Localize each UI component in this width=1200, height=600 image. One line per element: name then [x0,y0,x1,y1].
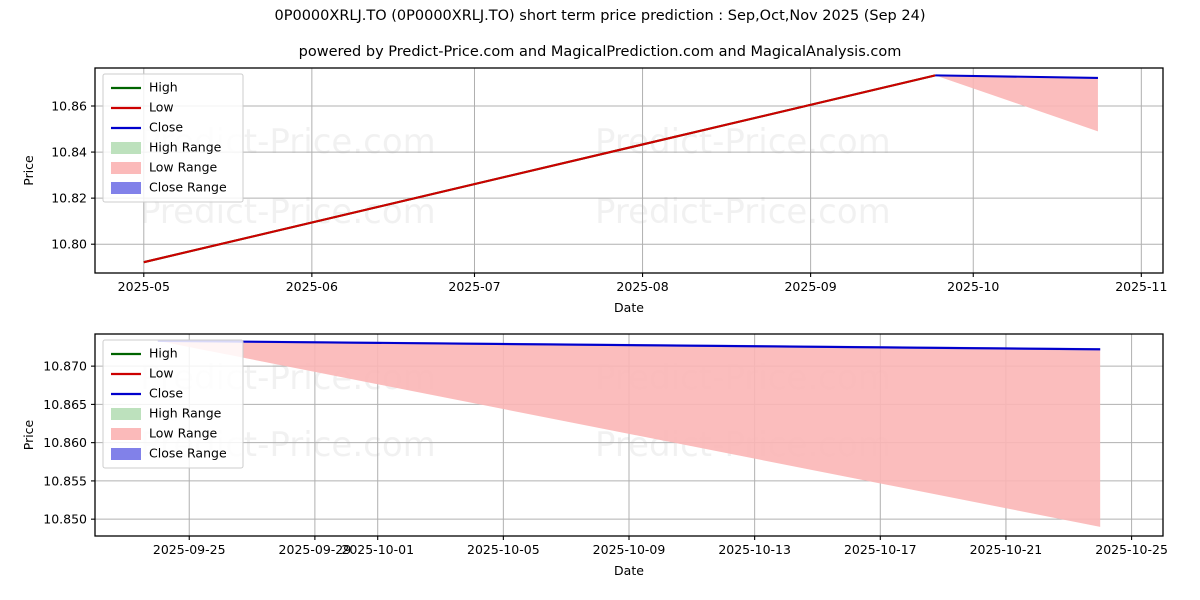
series-line-low [143,74,936,264]
legend-label: Low [149,100,174,115]
series-line-close [935,74,1098,79]
y-tick-label: 10.865 [43,397,87,412]
plot-background [95,68,1163,273]
x-tick-label: 2025-08 [616,279,668,294]
legend-swatch-low-range [111,162,141,174]
x-tick-label: 2025-06 [286,279,338,294]
y-tick-label: 10.84 [51,145,87,160]
series-line-close [157,339,1101,351]
legend-swatch-close-range [111,448,141,460]
watermark-text: Predict-Price.com [595,192,891,232]
legend-label: Close Range [149,446,227,461]
legend-label: Low [149,366,174,381]
legend-swatch-high-range [111,142,141,154]
x-tick-label: 2025-07 [448,279,500,294]
legend-label: High [149,80,178,95]
band-low-range [935,75,1098,132]
legend-label: Low Range [149,160,218,175]
x-tick-label: 2025-10-21 [970,542,1043,557]
legend-label: High Range [149,406,222,421]
x-tick-label: 2025-09-29 [279,542,352,557]
page-subtitle: powered by Predict-Price.com and Magical… [298,44,902,60]
y-tick-label: 10.850 [43,512,87,527]
y-tick-label: 10.86 [51,99,87,114]
watermark-text: Predict-Price.com [595,122,891,162]
bottom-chart: Predict-Price.comPredict-Price.comPredic… [21,333,1168,578]
x-tick-label: 2025-09-25 [153,542,226,557]
x-tick-label: 2025-11 [1115,279,1167,294]
y-axis-label: Price [21,155,36,186]
legend: High Low Close High Range Low Range Close Ran… [102,339,244,469]
top-chart: Predict-Price.com Predict-Price.comPredic… [21,67,1167,315]
x-tick-label: 2025-10-09 [593,542,666,557]
x-tick-label: 2025-10-01 [341,542,414,557]
legend-swatch-high-range [111,408,141,420]
legend-label: Close Range [149,180,227,195]
x-tick-label: 2025-05 [118,279,170,294]
y-tick-label: 10.80 [51,237,87,252]
legend-label: Close [149,386,183,401]
band-low-range [157,340,1101,527]
x-tick-label: 2025-10-13 [718,542,791,557]
y-tick-label: 10.82 [51,191,87,206]
x-tick-label: 2025-10-05 [467,542,540,557]
legend-label: High [149,346,178,361]
data-group [143,74,1098,264]
legend-swatch-low-range [111,428,141,440]
x-tick-label: 2025-10-25 [1095,542,1168,557]
data-group [157,339,1101,527]
x-axis-label: Date [614,300,644,315]
legend-swatch-close-range [111,182,141,194]
y-tick-label: 10.870 [43,359,87,374]
y-tick-label: 10.860 [43,435,87,450]
page-title: 0P0000XRLJ.TO (0P0000XRLJ.TO) short term… [274,8,926,24]
plot-border [94,67,1164,274]
legend-label: High Range [149,140,222,155]
y-tick-label: 10.855 [43,473,87,488]
legend-label: Close [149,120,183,135]
legend: High Low Close High Range Low Range Close Ran… [102,73,244,203]
legend-label: Low Range [149,426,218,441]
x-axis-label: Date [614,563,644,578]
y-axis-label: Price [21,419,36,450]
x-tick-label: 2025-09 [784,279,836,294]
x-tick-label: 2025-10-17 [844,542,917,557]
x-tick-label: 2025-10 [947,279,999,294]
